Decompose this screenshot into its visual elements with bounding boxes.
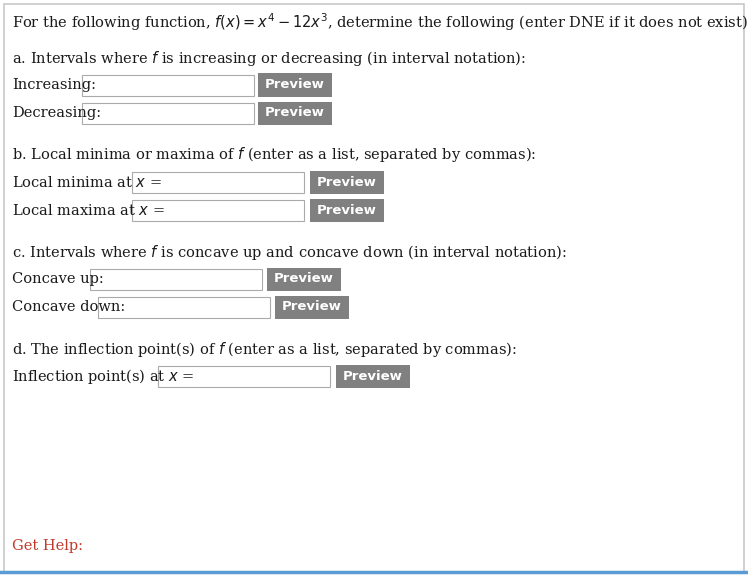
- Text: Decreasing:: Decreasing:: [12, 106, 101, 120]
- FancyBboxPatch shape: [90, 268, 262, 290]
- Text: c. Intervals where $f$ is concave up and concave down (in interval notation):: c. Intervals where $f$ is concave up and…: [12, 242, 567, 262]
- Text: Inflection point(s) at $x$ =: Inflection point(s) at $x$ =: [12, 366, 194, 385]
- FancyBboxPatch shape: [258, 101, 332, 124]
- FancyBboxPatch shape: [132, 199, 304, 221]
- Text: Preview: Preview: [317, 176, 377, 188]
- Text: Preview: Preview: [265, 78, 325, 92]
- FancyBboxPatch shape: [258, 74, 332, 97]
- FancyBboxPatch shape: [82, 74, 254, 96]
- Text: For the following function, $f(x) = x^4 - 12x^3$, determine the following (enter: For the following function, $f(x) = x^4 …: [12, 11, 748, 33]
- Text: Increasing:: Increasing:: [12, 78, 96, 92]
- FancyBboxPatch shape: [132, 172, 304, 192]
- Text: Get Help:: Get Help:: [12, 539, 83, 553]
- FancyBboxPatch shape: [98, 297, 270, 317]
- FancyBboxPatch shape: [4, 4, 744, 572]
- Text: a. Intervals where $f$ is increasing or decreasing (in interval notation):: a. Intervals where $f$ is increasing or …: [12, 48, 526, 67]
- Text: Concave down:: Concave down:: [12, 300, 125, 314]
- FancyBboxPatch shape: [82, 103, 254, 123]
- FancyBboxPatch shape: [310, 199, 384, 222]
- Text: Preview: Preview: [274, 272, 334, 286]
- Text: Local minima at $x$ =: Local minima at $x$ =: [12, 175, 162, 190]
- FancyBboxPatch shape: [310, 170, 384, 194]
- FancyBboxPatch shape: [158, 366, 330, 386]
- FancyBboxPatch shape: [267, 267, 341, 290]
- Text: b. Local minima or maxima of $f$ (enter as a list, separated by commas):: b. Local minima or maxima of $f$ (enter …: [12, 146, 536, 165]
- Text: Concave up:: Concave up:: [12, 272, 104, 286]
- Text: d. The inflection point(s) of $f$ (enter as a list, separated by commas):: d. The inflection point(s) of $f$ (enter…: [12, 339, 517, 358]
- Text: Local maxima at $x$ =: Local maxima at $x$ =: [12, 203, 165, 218]
- Text: Preview: Preview: [265, 107, 325, 119]
- FancyBboxPatch shape: [336, 365, 410, 388]
- Text: Preview: Preview: [343, 369, 403, 382]
- Text: Preview: Preview: [282, 301, 342, 313]
- FancyBboxPatch shape: [275, 295, 349, 319]
- Text: Preview: Preview: [317, 203, 377, 217]
